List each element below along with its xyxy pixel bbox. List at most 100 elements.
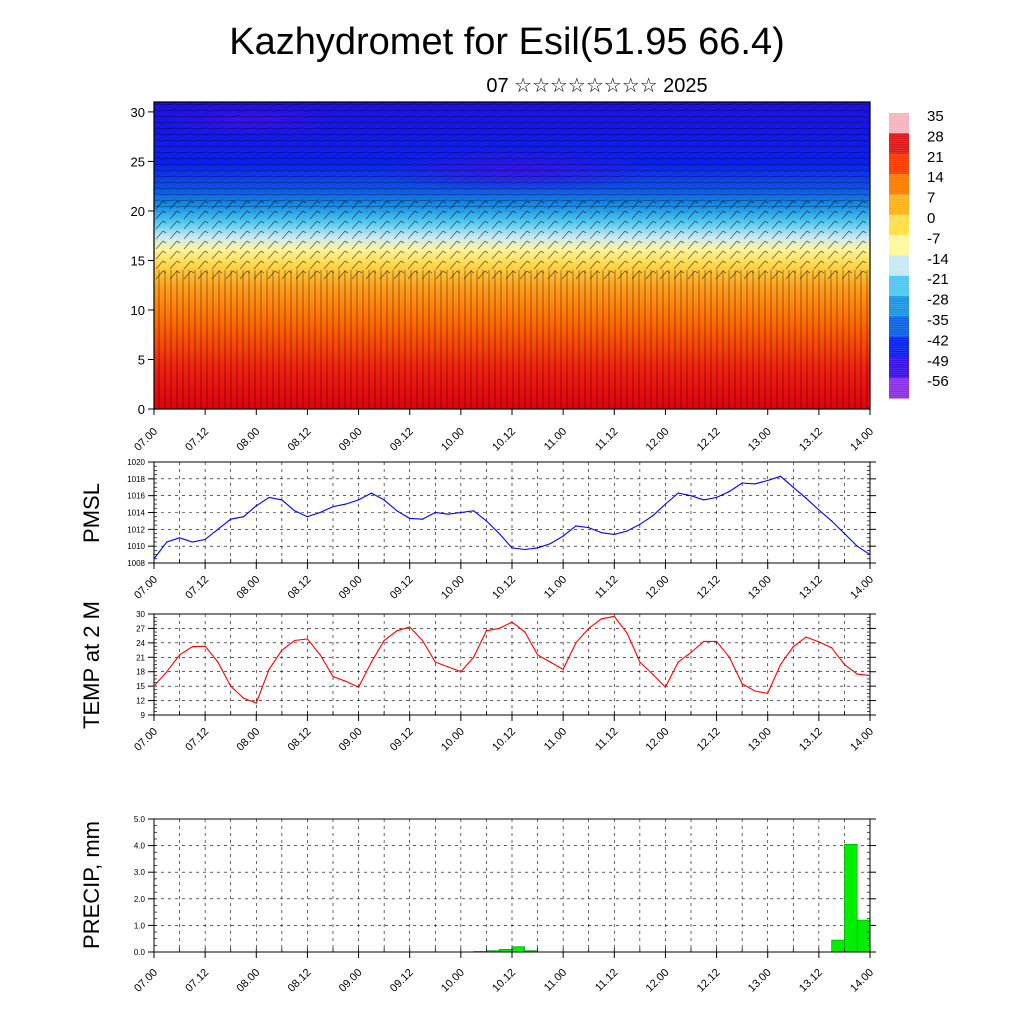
x-tick-label: 09.12 [388, 574, 416, 602]
x-tick-label: 09.12 [388, 426, 416, 454]
data-point [779, 663, 782, 666]
data-point [511, 547, 513, 549]
data-point [332, 675, 334, 678]
x-tick-label: 10.12 [490, 426, 518, 454]
y-tick-label: 1010 [127, 542, 145, 551]
colorbar-label: -49 [927, 353, 949, 370]
colorbar-label: 35 [927, 108, 944, 125]
x-tick-label: 12.12 [695, 574, 723, 602]
x-tick-label: 09.00 [337, 426, 365, 454]
x-tick-label: 10.00 [439, 574, 467, 602]
data-point [639, 523, 641, 525]
y-tick-label: 5.0 [134, 815, 146, 824]
data-point [869, 674, 871, 677]
data-point [524, 548, 526, 551]
x-tick-label: 13.12 [797, 426, 825, 454]
colorbar-label: -7 [927, 230, 940, 247]
data-point [562, 668, 564, 670]
pmsl-grid [154, 462, 870, 563]
data-point [255, 505, 257, 507]
x-tick-label: 08.00 [234, 426, 262, 454]
data-point [153, 685, 155, 687]
cross-section-y-axis: 0 5 10 15 20 25 30 [131, 105, 154, 417]
x-tick-label: 11.00 [542, 967, 569, 994]
data-point [831, 520, 833, 522]
data-point [166, 541, 168, 543]
x-tick-label: 11.00 [542, 574, 569, 601]
data-point [306, 638, 309, 640]
precip-axes: 0.0 1.0 2.0 3.0 4.0 5.0 07.00 07.12 08.00 08.12 09… [132, 815, 876, 995]
temp2m-axes: 9 12 15 18 21 24 27 30 07.00 07.12 08.00 08.12 09.00… [132, 610, 876, 754]
x-tick-label: 09.00 [337, 726, 365, 754]
x-tick-label: 13.12 [797, 726, 825, 754]
data-point [460, 671, 462, 673]
data-point [383, 499, 385, 501]
data-point [191, 541, 193, 543]
data-point [549, 543, 551, 545]
data-point [818, 509, 820, 511]
data-point [281, 499, 283, 501]
data-point [690, 651, 692, 654]
x-tick-label: 08.12 [286, 574, 314, 602]
data-point [728, 490, 730, 493]
data-point [562, 535, 564, 537]
data-point [434, 511, 436, 514]
colorbar-swatch [889, 275, 909, 297]
data-point [536, 547, 539, 549]
colorbar-label: 0 [927, 210, 935, 227]
data-point [613, 533, 615, 535]
data-point [575, 642, 577, 644]
x-tick-label: 10.12 [490, 726, 518, 754]
y-tick-label: 1014 [127, 509, 145, 518]
x-tick-label: 09.12 [388, 726, 416, 754]
y-tick-label: 15 [136, 682, 145, 691]
data-point [818, 641, 820, 643]
data-point [345, 503, 347, 505]
data-point [754, 690, 756, 692]
precip-bar [511, 946, 526, 953]
data-point [664, 503, 667, 505]
colorbar-swatch [889, 296, 909, 318]
x-tick-label: 08.00 [234, 726, 262, 754]
x-tick-label: 09.00 [337, 574, 365, 602]
colorbar-swatch [889, 255, 909, 277]
data-point [370, 492, 372, 494]
data-point [588, 527, 590, 529]
y-tick-label: 1016 [127, 492, 145, 501]
x-tick-label: 13.00 [746, 726, 774, 754]
colorbar-swatch [889, 377, 909, 399]
temp2m-panel: 9 12 15 18 21 24 27 30 07.00 07.12 08.00 08.12 09.00… [79, 601, 876, 754]
y-tick-label: 10 [131, 303, 145, 318]
x-tick-label: 14.00 [848, 426, 876, 454]
x-tick-label: 08.12 [286, 426, 314, 454]
data-point [549, 661, 551, 663]
data-point [613, 615, 615, 618]
data-point [792, 486, 794, 488]
data-point [856, 545, 858, 547]
x-tick-label: 08.00 [234, 574, 262, 602]
data-point [779, 475, 782, 477]
x-tick-label: 12.00 [644, 967, 672, 995]
data-point [843, 532, 846, 535]
x-tick-label: 10.00 [439, 967, 467, 995]
data-point [396, 630, 398, 632]
x-tick-label: 12.00 [644, 726, 672, 754]
data-point [626, 632, 628, 634]
y-tick-label: 2.0 [134, 895, 146, 904]
precip-series [473, 843, 871, 953]
pmsl-axis-title: PMSL [79, 483, 104, 543]
data-point [178, 537, 181, 539]
y-tick-label: 1.0 [134, 921, 146, 930]
data-point [741, 482, 743, 484]
y-tick-label: 4.0 [134, 842, 146, 851]
wind-vectors-lower [154, 270, 870, 409]
data-point [639, 661, 641, 663]
colorbar-label: 28 [927, 128, 944, 145]
data-point [524, 631, 526, 633]
x-tick-label: 10.00 [439, 726, 467, 754]
data-point [473, 510, 475, 512]
x-tick-label: 12.12 [695, 726, 723, 754]
x-tick-label: 09.12 [388, 967, 416, 995]
precip-bar [844, 843, 858, 953]
x-tick-label: 12.00 [644, 426, 672, 454]
